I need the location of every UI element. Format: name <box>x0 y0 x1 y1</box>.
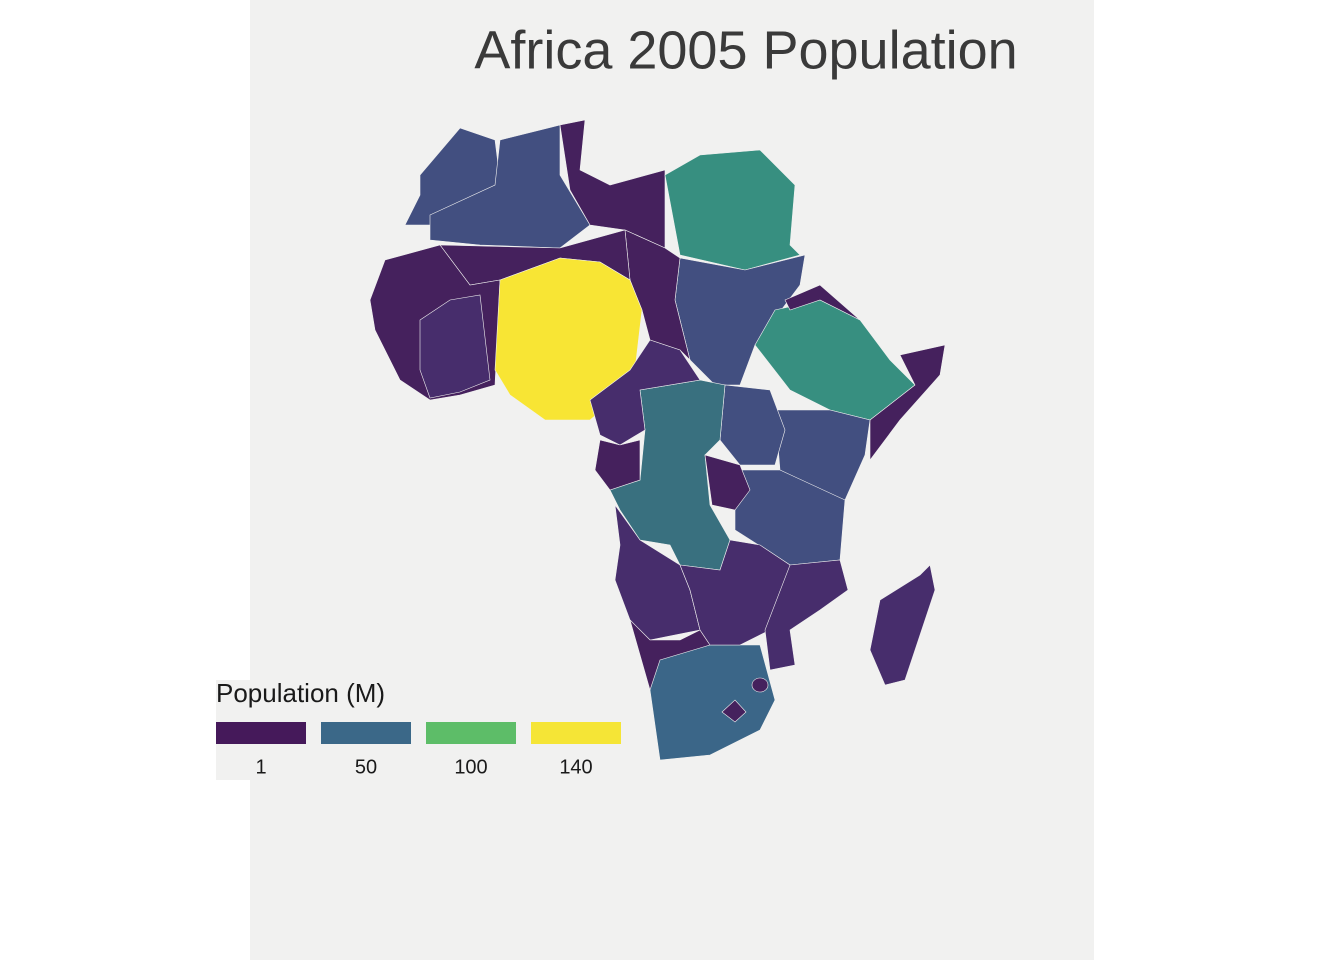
title: Africa 2005 Population <box>474 20 1017 80</box>
country <box>704 454 751 511</box>
country <box>764 559 849 671</box>
country <box>614 504 701 641</box>
legend-swatch <box>531 722 621 744</box>
country <box>664 149 801 271</box>
legend-swatch <box>426 722 516 744</box>
legend: 1 50 100 140 <box>216 722 621 778</box>
legend-swatch <box>321 722 411 744</box>
country <box>589 339 701 446</box>
country <box>869 344 946 461</box>
country <box>429 124 591 249</box>
country <box>721 699 747 723</box>
country <box>419 294 491 399</box>
country <box>784 284 861 321</box>
legend-label: 100 <box>454 756 487 778</box>
country <box>594 439 641 491</box>
legend-label: 1 <box>255 756 266 778</box>
legend-title: Population (M) <box>216 678 385 708</box>
legend-swatch <box>216 722 306 744</box>
country <box>559 119 666 249</box>
legend-label: 50 <box>355 756 377 778</box>
country <box>649 644 776 761</box>
country <box>869 564 936 686</box>
legend-label: 140 <box>559 756 592 778</box>
countries <box>369 119 946 761</box>
country <box>751 677 769 693</box>
